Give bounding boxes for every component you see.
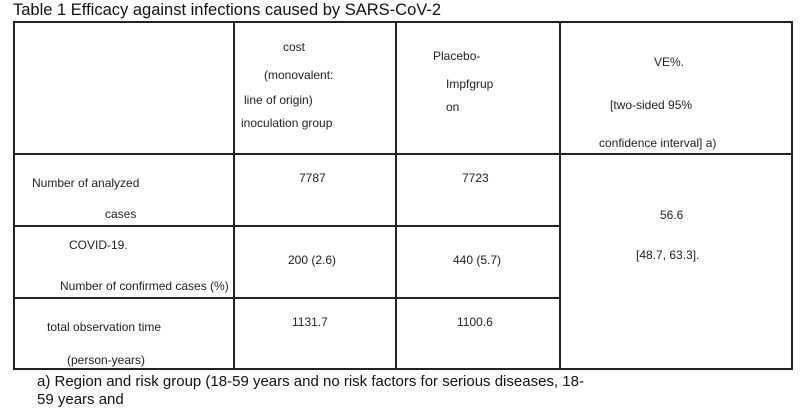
row-label-covid-line-2: Number of confirmed cases (%) — [60, 279, 229, 293]
header-placebo-line-2: Impfgrup — [446, 77, 494, 91]
footnote: a) Region and risk group (18-59 years an… — [37, 373, 677, 409]
column-divider — [559, 23, 561, 368]
analyzed-placebo-value: 7723 — [462, 171, 489, 185]
header-vaccine-line-4: inoculation group — [241, 116, 333, 130]
header-ve-line-1: VE%. — [654, 55, 685, 69]
covid-vaccine-value: 200 (2.6) — [288, 253, 337, 267]
row-divider — [15, 153, 791, 155]
row-label-observation-line-1: total observation time — [47, 320, 162, 334]
ve-confidence-interval: [48.7, 63.3]. — [636, 248, 700, 262]
column-divider — [395, 23, 397, 368]
header-ve-line-3: confidence interval] a) — [599, 136, 717, 150]
row-label-observation-line-2: (person-years) — [67, 353, 146, 367]
observation-placebo-value: 1100.6 — [457, 315, 493, 329]
observation-vaccine-value: 1131.7 — [292, 315, 328, 329]
header-placebo-line-3: on — [446, 100, 460, 114]
efficacy-table: cost (monovalent: line of origin) inocul… — [13, 21, 793, 370]
header-vaccine-line-2: (monovalent: — [264, 68, 334, 82]
row-label-analyzed-line-2: cases — [105, 207, 137, 221]
header-vaccine-line-3: line of origin) — [244, 93, 313, 107]
row-label-covid-line-1: COVID-19. — [69, 238, 128, 252]
table-caption: Table 1 Efficacy against infections caus… — [13, 1, 442, 19]
header-vaccine-line-1: cost — [283, 40, 306, 54]
footnote-line-2: 59 years and — [37, 391, 124, 408]
header-placebo-line-1: Placebo- — [433, 49, 481, 63]
row-label-analyzed-line-1: Number of analyzed — [32, 176, 140, 190]
column-divider — [233, 23, 235, 368]
row-divider — [15, 297, 561, 299]
row-divider — [15, 225, 561, 227]
header-ve-line-2: [two-sided 95% — [610, 98, 693, 112]
footnote-line-1: a) Region and risk group (18-59 years an… — [37, 373, 584, 390]
analyzed-vaccine-value: 7787 — [299, 171, 326, 185]
covid-placebo-value: 440 (5.7) — [453, 253, 502, 267]
ve-value: 56.6 — [660, 208, 684, 222]
